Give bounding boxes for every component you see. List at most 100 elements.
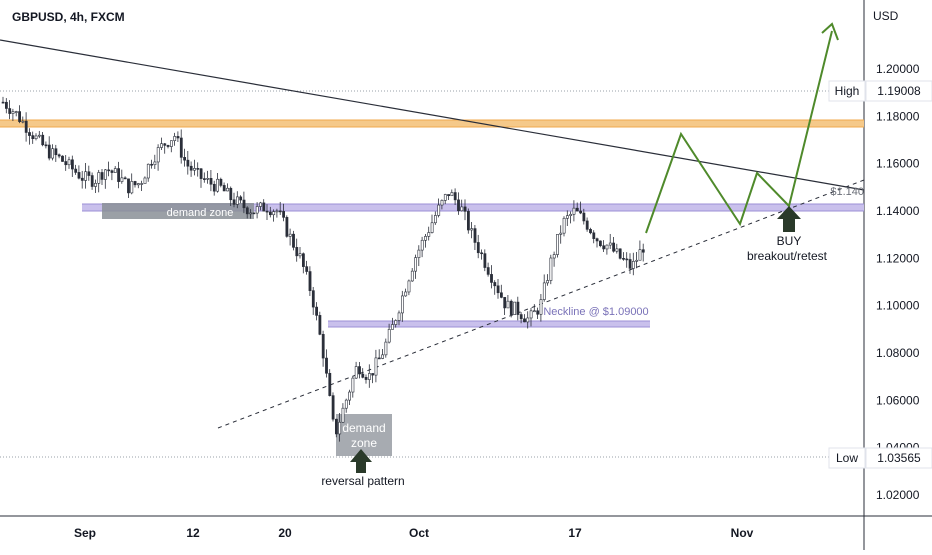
candle-body bbox=[199, 168, 203, 179]
high-value-bg bbox=[865, 80, 932, 102]
high-badge-bg bbox=[828, 80, 866, 102]
price-tick-label: 1.18000 bbox=[876, 109, 920, 123]
candle-body bbox=[546, 280, 550, 284]
candle-body bbox=[97, 172, 101, 184]
candle-body bbox=[203, 178, 206, 180]
candle-body bbox=[374, 357, 378, 376]
candle-body bbox=[622, 258, 625, 260]
candle-body bbox=[206, 178, 210, 180]
candle-body bbox=[282, 211, 286, 218]
candle-body bbox=[470, 228, 474, 231]
candle-body bbox=[318, 315, 322, 335]
resistance-zone bbox=[0, 120, 864, 127]
key-level-zone bbox=[82, 204, 864, 211]
candle-body bbox=[84, 171, 88, 181]
candle-body bbox=[321, 334, 325, 359]
candle-body bbox=[493, 282, 497, 287]
candle-body bbox=[262, 202, 266, 212]
candle-body bbox=[130, 181, 134, 194]
buy-label: BUY bbox=[777, 234, 802, 248]
candle-body bbox=[579, 210, 583, 214]
candle-body bbox=[295, 247, 299, 257]
price-axis-currency: USD bbox=[873, 9, 899, 23]
candle-body bbox=[249, 212, 253, 215]
candle-body bbox=[61, 155, 64, 162]
candle-body bbox=[542, 282, 546, 300]
candle-body bbox=[407, 280, 411, 293]
buy-arrow-icon bbox=[777, 206, 801, 232]
candle-body bbox=[31, 135, 35, 139]
price-tick-label: 1.02000 bbox=[876, 488, 920, 502]
high-badge-label: High bbox=[835, 84, 860, 98]
demand-zone-upper bbox=[102, 203, 254, 219]
candle-body bbox=[341, 407, 345, 423]
candle-body bbox=[605, 244, 609, 250]
candle-body bbox=[532, 310, 536, 313]
candle-body bbox=[552, 254, 556, 259]
candle-body bbox=[582, 212, 586, 222]
candle-body bbox=[1, 101, 5, 104]
candle-body bbox=[173, 136, 177, 141]
candle-body bbox=[595, 238, 599, 242]
candle-body bbox=[311, 290, 315, 308]
candle-body bbox=[572, 207, 576, 215]
candle-body bbox=[503, 297, 507, 309]
candle-body bbox=[351, 377, 355, 393]
demand-zone-lower bbox=[336, 414, 392, 456]
reversal-label: reversal pattern bbox=[321, 474, 404, 488]
candle-body bbox=[216, 178, 220, 192]
candle-body bbox=[123, 177, 127, 180]
candle-body bbox=[334, 418, 338, 435]
key-level-label: $1.140 bbox=[830, 186, 864, 198]
candle-body bbox=[242, 199, 246, 209]
candle-body bbox=[120, 177, 124, 182]
candle-body bbox=[625, 258, 629, 261]
candle-body bbox=[51, 148, 55, 159]
candle-body bbox=[612, 242, 616, 252]
candle-body bbox=[598, 240, 602, 247]
candle-body bbox=[509, 300, 513, 315]
candle-body bbox=[526, 317, 530, 323]
candle-body bbox=[397, 312, 401, 321]
candle-body bbox=[255, 206, 259, 214]
candle-body bbox=[57, 154, 61, 157]
time-tick-label: Sep bbox=[74, 526, 96, 540]
candle-body bbox=[268, 211, 272, 216]
candle-body bbox=[559, 232, 563, 235]
candle-body bbox=[344, 399, 348, 409]
candle-body bbox=[364, 377, 368, 380]
buy-sublabel: breakout/retest bbox=[747, 249, 828, 263]
candle-body bbox=[417, 249, 421, 258]
candle-body bbox=[87, 171, 91, 176]
candle-body bbox=[384, 341, 388, 356]
candle-body bbox=[549, 257, 553, 281]
candle-body bbox=[14, 111, 18, 113]
candle-body bbox=[275, 210, 279, 213]
price-tick-label: 1.06000 bbox=[876, 393, 920, 407]
candle-body bbox=[440, 200, 444, 206]
candle-body bbox=[133, 181, 137, 186]
candle-body bbox=[34, 135, 38, 139]
candle-body bbox=[592, 232, 596, 239]
candle-body bbox=[41, 134, 45, 146]
candle-body bbox=[186, 159, 190, 167]
price-tick-label: 1.08000 bbox=[876, 346, 920, 360]
candle-body bbox=[153, 161, 157, 166]
reversal-arrow-icon bbox=[350, 449, 372, 473]
candle-body bbox=[44, 144, 48, 147]
candle-body bbox=[381, 354, 385, 359]
candle-body bbox=[183, 157, 187, 161]
candle-body bbox=[463, 206, 467, 212]
candle-body bbox=[628, 259, 632, 269]
candle-body bbox=[377, 357, 381, 360]
candle-body bbox=[196, 168, 200, 170]
candle-body bbox=[496, 285, 500, 294]
time-tick-label: Nov bbox=[731, 526, 754, 540]
candle-body bbox=[315, 306, 319, 316]
time-tick-label: 12 bbox=[186, 526, 200, 540]
candles bbox=[1, 96, 645, 442]
candle-body bbox=[348, 391, 352, 401]
